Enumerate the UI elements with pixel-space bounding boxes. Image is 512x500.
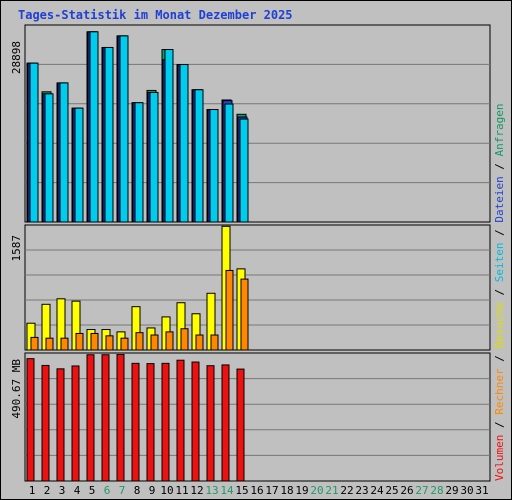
day-tick-label: 1 [29, 484, 36, 497]
legend-separator: / [493, 414, 506, 435]
panel-2-ylabel: 1587 [10, 235, 23, 262]
bar-rechner [195, 334, 204, 351]
day-tick-label: 24 [370, 484, 384, 497]
bar-volumen [86, 354, 95, 482]
day-tick-label: 22 [340, 484, 353, 497]
bar-volumen [41, 364, 50, 482]
bar-volumen [206, 365, 215, 482]
day-tick-label: 6 [104, 484, 111, 497]
legend-item-besuche: Besuche [493, 302, 506, 349]
day-tick-label: 12 [190, 484, 203, 497]
bar-rechner [105, 335, 114, 351]
legend-item-dateien: Dateien [493, 176, 506, 223]
legend-item-seiten: Seiten [493, 242, 506, 283]
bar-volumen [26, 358, 35, 482]
bar-volumen [221, 364, 230, 482]
bar-seiten [74, 107, 84, 223]
legend-separator: / [493, 348, 506, 369]
legend-separator: / [493, 156, 506, 177]
day-tick-label: 10 [160, 484, 173, 497]
bar-rechner [135, 332, 144, 351]
bar-volumen [56, 368, 65, 482]
legend-separator: / [493, 222, 506, 243]
bar-seiten [239, 118, 249, 223]
bar-rechner [60, 337, 69, 351]
bar-seiten [209, 109, 219, 223]
day-tick-label: 30 [460, 484, 473, 497]
bar-rechner [180, 328, 189, 351]
day-tick-label: 2 [44, 484, 51, 497]
day-tick-label: 26 [400, 484, 413, 497]
day-tick-label: 25 [385, 484, 398, 497]
legend-text: Volumen / Rechner / Besuche / Seiten / D… [493, 103, 506, 481]
bar-rechner [45, 337, 54, 351]
bar-seiten [149, 91, 159, 223]
bar-seiten [44, 93, 54, 223]
bar-seiten [89, 31, 99, 223]
day-tick-label: 3 [59, 484, 66, 497]
bar-volumen [131, 362, 140, 482]
day-tick-label: 29 [445, 484, 458, 497]
day-tick-label: 28 [430, 484, 443, 497]
bar-seiten [134, 102, 144, 223]
bar-seiten [104, 46, 114, 223]
legend-separator: / [493, 282, 506, 303]
day-tick-label: 9 [149, 484, 156, 497]
bar-seiten [224, 103, 234, 223]
page-title: Tages-Statistik im Monat Dezember 2025 [18, 8, 293, 22]
panel-3-ylabel: 490.67 MB [10, 359, 23, 419]
bar-volumen [236, 368, 245, 482]
bar-volumen [71, 365, 80, 482]
day-tick-label: 20 [310, 484, 323, 497]
day-tick-label: 11 [175, 484, 188, 497]
bar-rechner [225, 269, 234, 351]
bar-volumen [146, 363, 155, 482]
bar-rechner [90, 332, 99, 351]
day-tick-label: 27 [415, 484, 428, 497]
bar-volumen [191, 361, 200, 482]
day-tick-label: 16 [250, 484, 263, 497]
day-tick-label: 4 [74, 484, 81, 497]
day-tick-label: 14 [220, 484, 234, 497]
bar-seiten [179, 64, 189, 223]
panel-1-frame [24, 24, 491, 223]
bar-seiten [194, 89, 204, 223]
bar-volumen [161, 362, 170, 482]
bar-seiten [29, 62, 39, 223]
bar-rechner [30, 336, 39, 351]
bar-rechner [210, 334, 219, 351]
panel-1-ylabel: 28898 [10, 41, 23, 74]
day-tick-label: 17 [265, 484, 278, 497]
bar-seiten [59, 82, 69, 223]
bar-rechner [150, 334, 159, 351]
bar-rechner [165, 331, 174, 351]
bar-seiten [119, 35, 129, 223]
day-tick-label: 7 [119, 484, 126, 497]
bar-volumen [176, 359, 185, 482]
bar-rechner [75, 332, 84, 351]
panel-2-frame [24, 224, 491, 351]
bar-volumen [116, 353, 125, 482]
day-tick-label: 13 [205, 484, 218, 497]
day-tick-label: 8 [134, 484, 141, 497]
bar-rechner [240, 278, 249, 351]
panel-3-frame [24, 352, 491, 482]
day-tick-label: 15 [235, 484, 248, 497]
legend-item-anfragen: Anfragen [493, 103, 506, 157]
day-tick-label: 18 [280, 484, 293, 497]
bar-seiten [164, 49, 174, 223]
day-tick-label: 31 [475, 484, 488, 497]
bar-rechner [120, 337, 129, 351]
day-tick-label: 21 [325, 484, 338, 497]
legend-item-rechner: Rechner [493, 368, 506, 415]
legend-item-volumen: Volumen [493, 434, 506, 481]
day-tick-label: 23 [355, 484, 368, 497]
day-tick-label: 5 [89, 484, 96, 497]
day-tick-label: 19 [295, 484, 308, 497]
bar-volumen [101, 354, 110, 482]
legend: Volumen / Rechner / Besuche / Seiten / D… [493, 103, 509, 481]
